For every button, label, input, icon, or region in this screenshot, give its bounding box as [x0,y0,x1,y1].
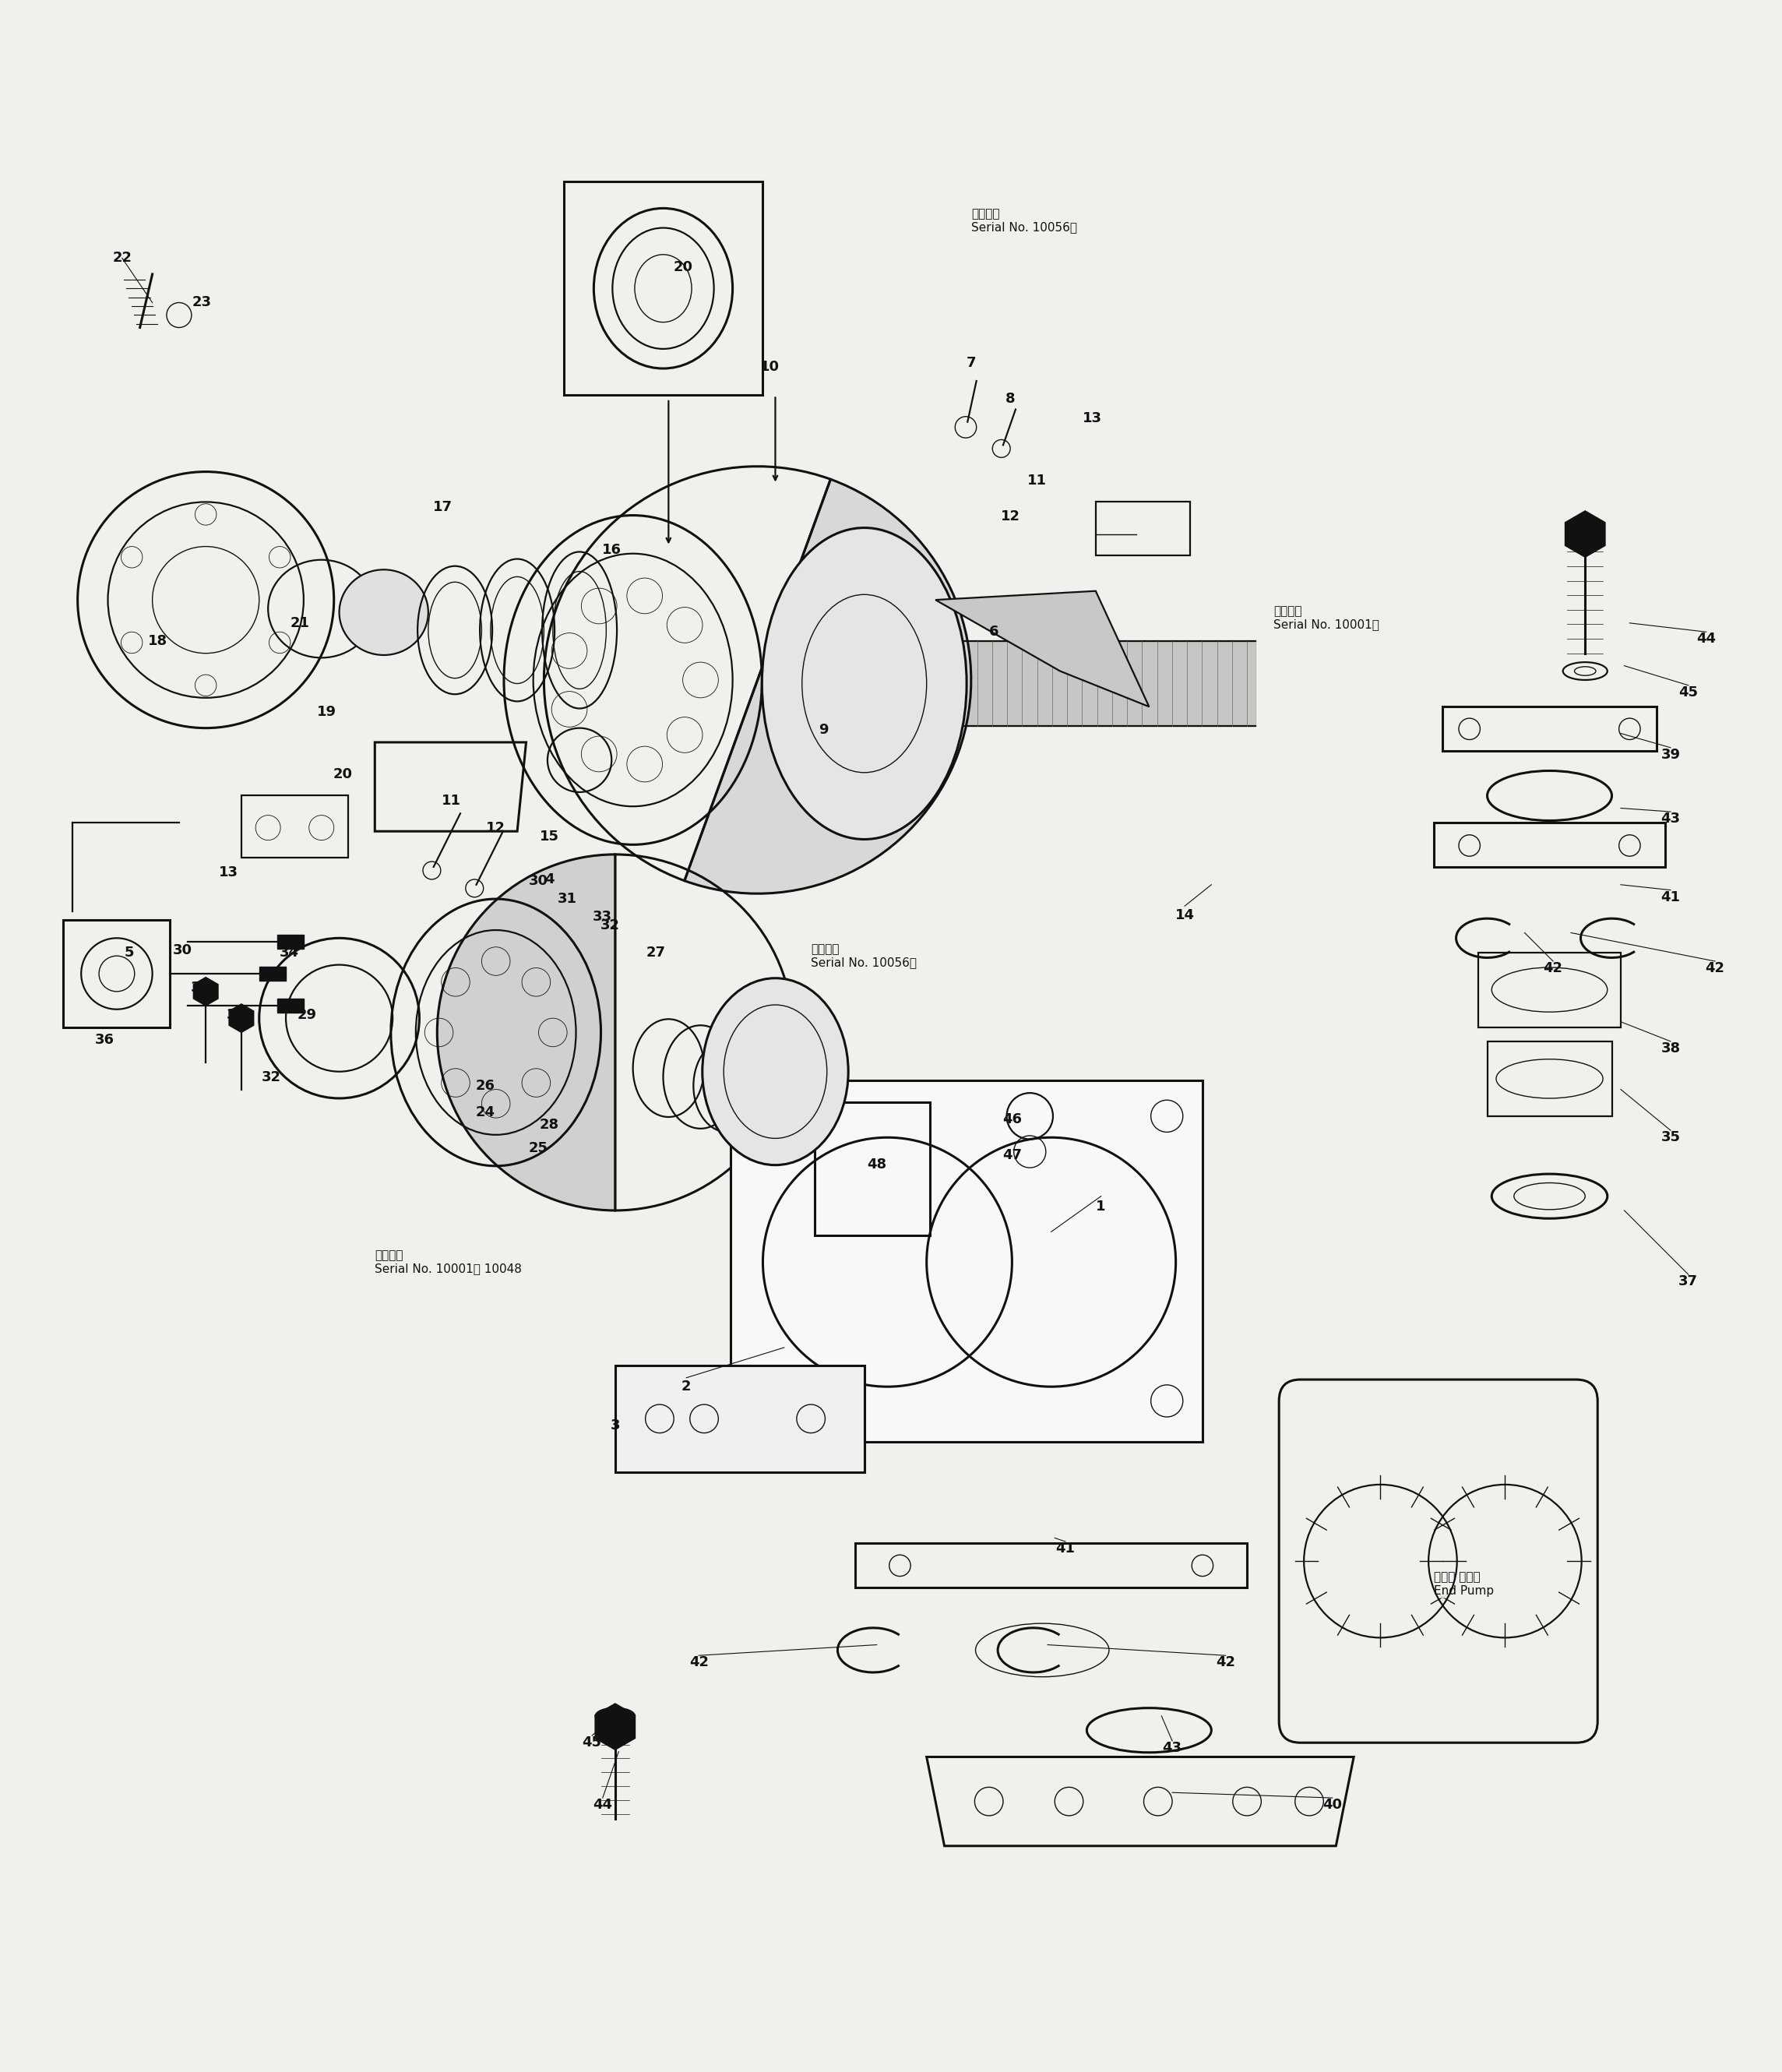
Text: 21: 21 [290,615,310,630]
Bar [276,934,303,949]
Text: 42: 42 [690,1656,709,1670]
Wedge shape [437,854,615,1210]
Bar [814,1102,930,1235]
Polygon shape [194,978,217,1005]
Text: 9: 9 [818,723,829,738]
Text: 15: 15 [540,829,560,843]
Text: 13: 13 [219,866,239,879]
Text: 19: 19 [317,704,337,719]
Text: 44: 44 [1696,632,1716,646]
Text: 24: 24 [476,1106,495,1119]
Bar [276,999,303,1013]
Text: 11: 11 [442,794,462,808]
Text: 26: 26 [476,1080,495,1092]
Text: 22: 22 [112,251,132,265]
Text: 48: 48 [868,1156,887,1171]
Text: 7: 7 [966,356,977,371]
Text: 1: 1 [1096,1200,1107,1214]
Text: 32: 32 [262,1069,282,1084]
Text: 46: 46 [1001,1113,1021,1127]
Text: 14: 14 [1174,908,1194,922]
Ellipse shape [763,528,966,839]
Text: 20: 20 [674,259,693,274]
Ellipse shape [702,978,848,1164]
Wedge shape [684,479,971,893]
Bar [258,966,285,980]
Text: 42: 42 [1705,961,1725,976]
Text: 35: 35 [1661,1131,1680,1144]
Text: 45: 45 [1679,686,1698,700]
Text: 28: 28 [540,1119,560,1131]
Text: 6: 6 [989,626,1000,638]
Bar [563,182,763,396]
Text: 適用号機
Serial No. 10001～ 10048: 適用号機 Serial No. 10001～ 10048 [374,1249,522,1274]
Text: 30: 30 [529,874,549,889]
Text: 41: 41 [1055,1542,1075,1556]
Text: 33: 33 [226,1007,246,1021]
Polygon shape [230,1005,253,1032]
Text: 44: 44 [593,1798,613,1813]
Polygon shape [595,1703,634,1751]
Text: 12: 12 [486,821,506,835]
Text: 47: 47 [1001,1148,1021,1162]
Text: 11: 11 [1026,474,1046,487]
Text: 適用号機
Serial No. 10056～: 適用号機 Serial No. 10056～ [811,943,916,968]
Text: 8: 8 [1005,392,1016,406]
Text: 25: 25 [529,1142,549,1156]
Text: 3: 3 [609,1419,620,1434]
Text: 40: 40 [1322,1798,1342,1813]
Text: 36: 36 [94,1032,114,1046]
Text: 43: 43 [1661,812,1680,827]
Text: 適用号機
Serial No. 10056～: 適用号機 Serial No. 10056～ [971,207,1076,234]
Text: 12: 12 [1000,510,1019,524]
Text: 42: 42 [1543,961,1563,976]
Text: 34: 34 [280,945,299,959]
Text: 42: 42 [1215,1656,1235,1670]
Ellipse shape [339,570,428,655]
Text: 20: 20 [333,767,353,781]
Text: 2: 2 [681,1380,691,1394]
Bar [1488,1042,1613,1117]
Text: 10: 10 [761,361,781,373]
Text: 37: 37 [1679,1274,1698,1289]
Text: 27: 27 [647,945,666,959]
Bar [1479,953,1622,1028]
Text: 30: 30 [173,943,192,957]
Text: 31: 31 [191,980,210,995]
Polygon shape [936,591,1149,707]
Text: 41: 41 [1661,891,1680,903]
Text: 16: 16 [602,543,622,557]
Text: 32: 32 [601,918,620,932]
Text: 45: 45 [583,1736,602,1749]
Text: 33: 33 [593,910,613,924]
Text: 17: 17 [433,499,453,514]
Bar [615,1365,864,1471]
Text: 5: 5 [125,945,134,959]
Text: 適用号機
Serial No. 10001～: 適用号機 Serial No. 10001～ [1274,605,1379,630]
Polygon shape [731,1080,1203,1442]
Text: 31: 31 [558,891,577,905]
Text: 18: 18 [148,634,168,649]
Text: 23: 23 [192,296,212,309]
Text: 4: 4 [545,872,554,887]
Text: エンド ポンプ
End Pump: エンド ポンプ End Pump [1435,1573,1493,1598]
Text: 29: 29 [298,1007,317,1021]
Polygon shape [1565,512,1606,557]
Text: 43: 43 [1162,1740,1181,1755]
Text: 39: 39 [1661,748,1680,762]
Text: 13: 13 [1082,412,1101,425]
Text: 38: 38 [1661,1042,1680,1055]
